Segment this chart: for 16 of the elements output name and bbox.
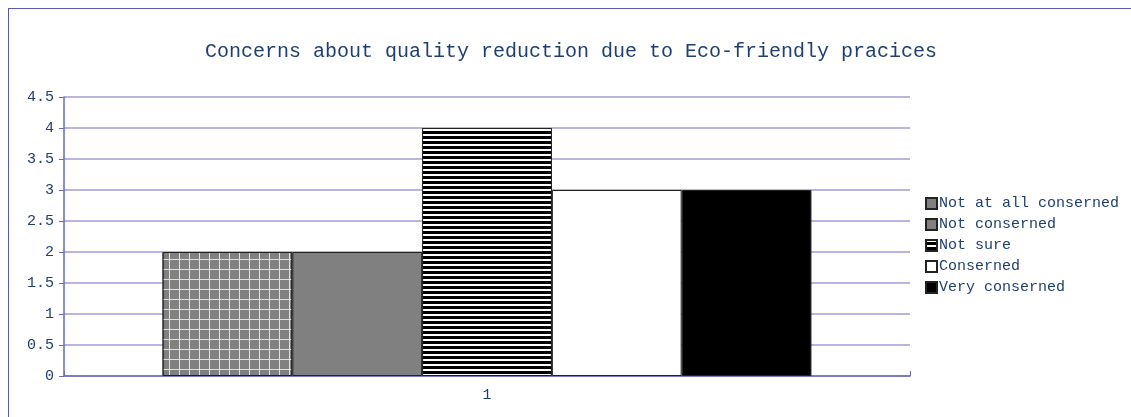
y-tick-label: 0.5 <box>26 336 54 354</box>
legend-label: Not sure <box>939 237 1012 254</box>
legend-label: Not conserned <box>939 216 1057 233</box>
legend-label: Conserned <box>939 258 1021 275</box>
y-tick-label: 1.5 <box>26 274 54 292</box>
y-tick-label: 2 <box>44 243 54 261</box>
y-tick-label: 1 <box>44 305 54 323</box>
y-tick-label: 3.5 <box>26 150 54 168</box>
y-tick-label: 3 <box>44 181 54 199</box>
legend-label: Very conserned <box>939 279 1066 296</box>
y-tick-label: 4.5 <box>26 88 54 106</box>
chart-title: Concerns about quality reduction due to Eco-friendly pracices <box>205 39 938 63</box>
y-tick-label: 4 <box>44 119 54 137</box>
y-tick-label: 0 <box>44 367 54 385</box>
y-tick-label: 2.5 <box>26 212 54 230</box>
legend-label: Not at all conserned <box>939 195 1120 212</box>
